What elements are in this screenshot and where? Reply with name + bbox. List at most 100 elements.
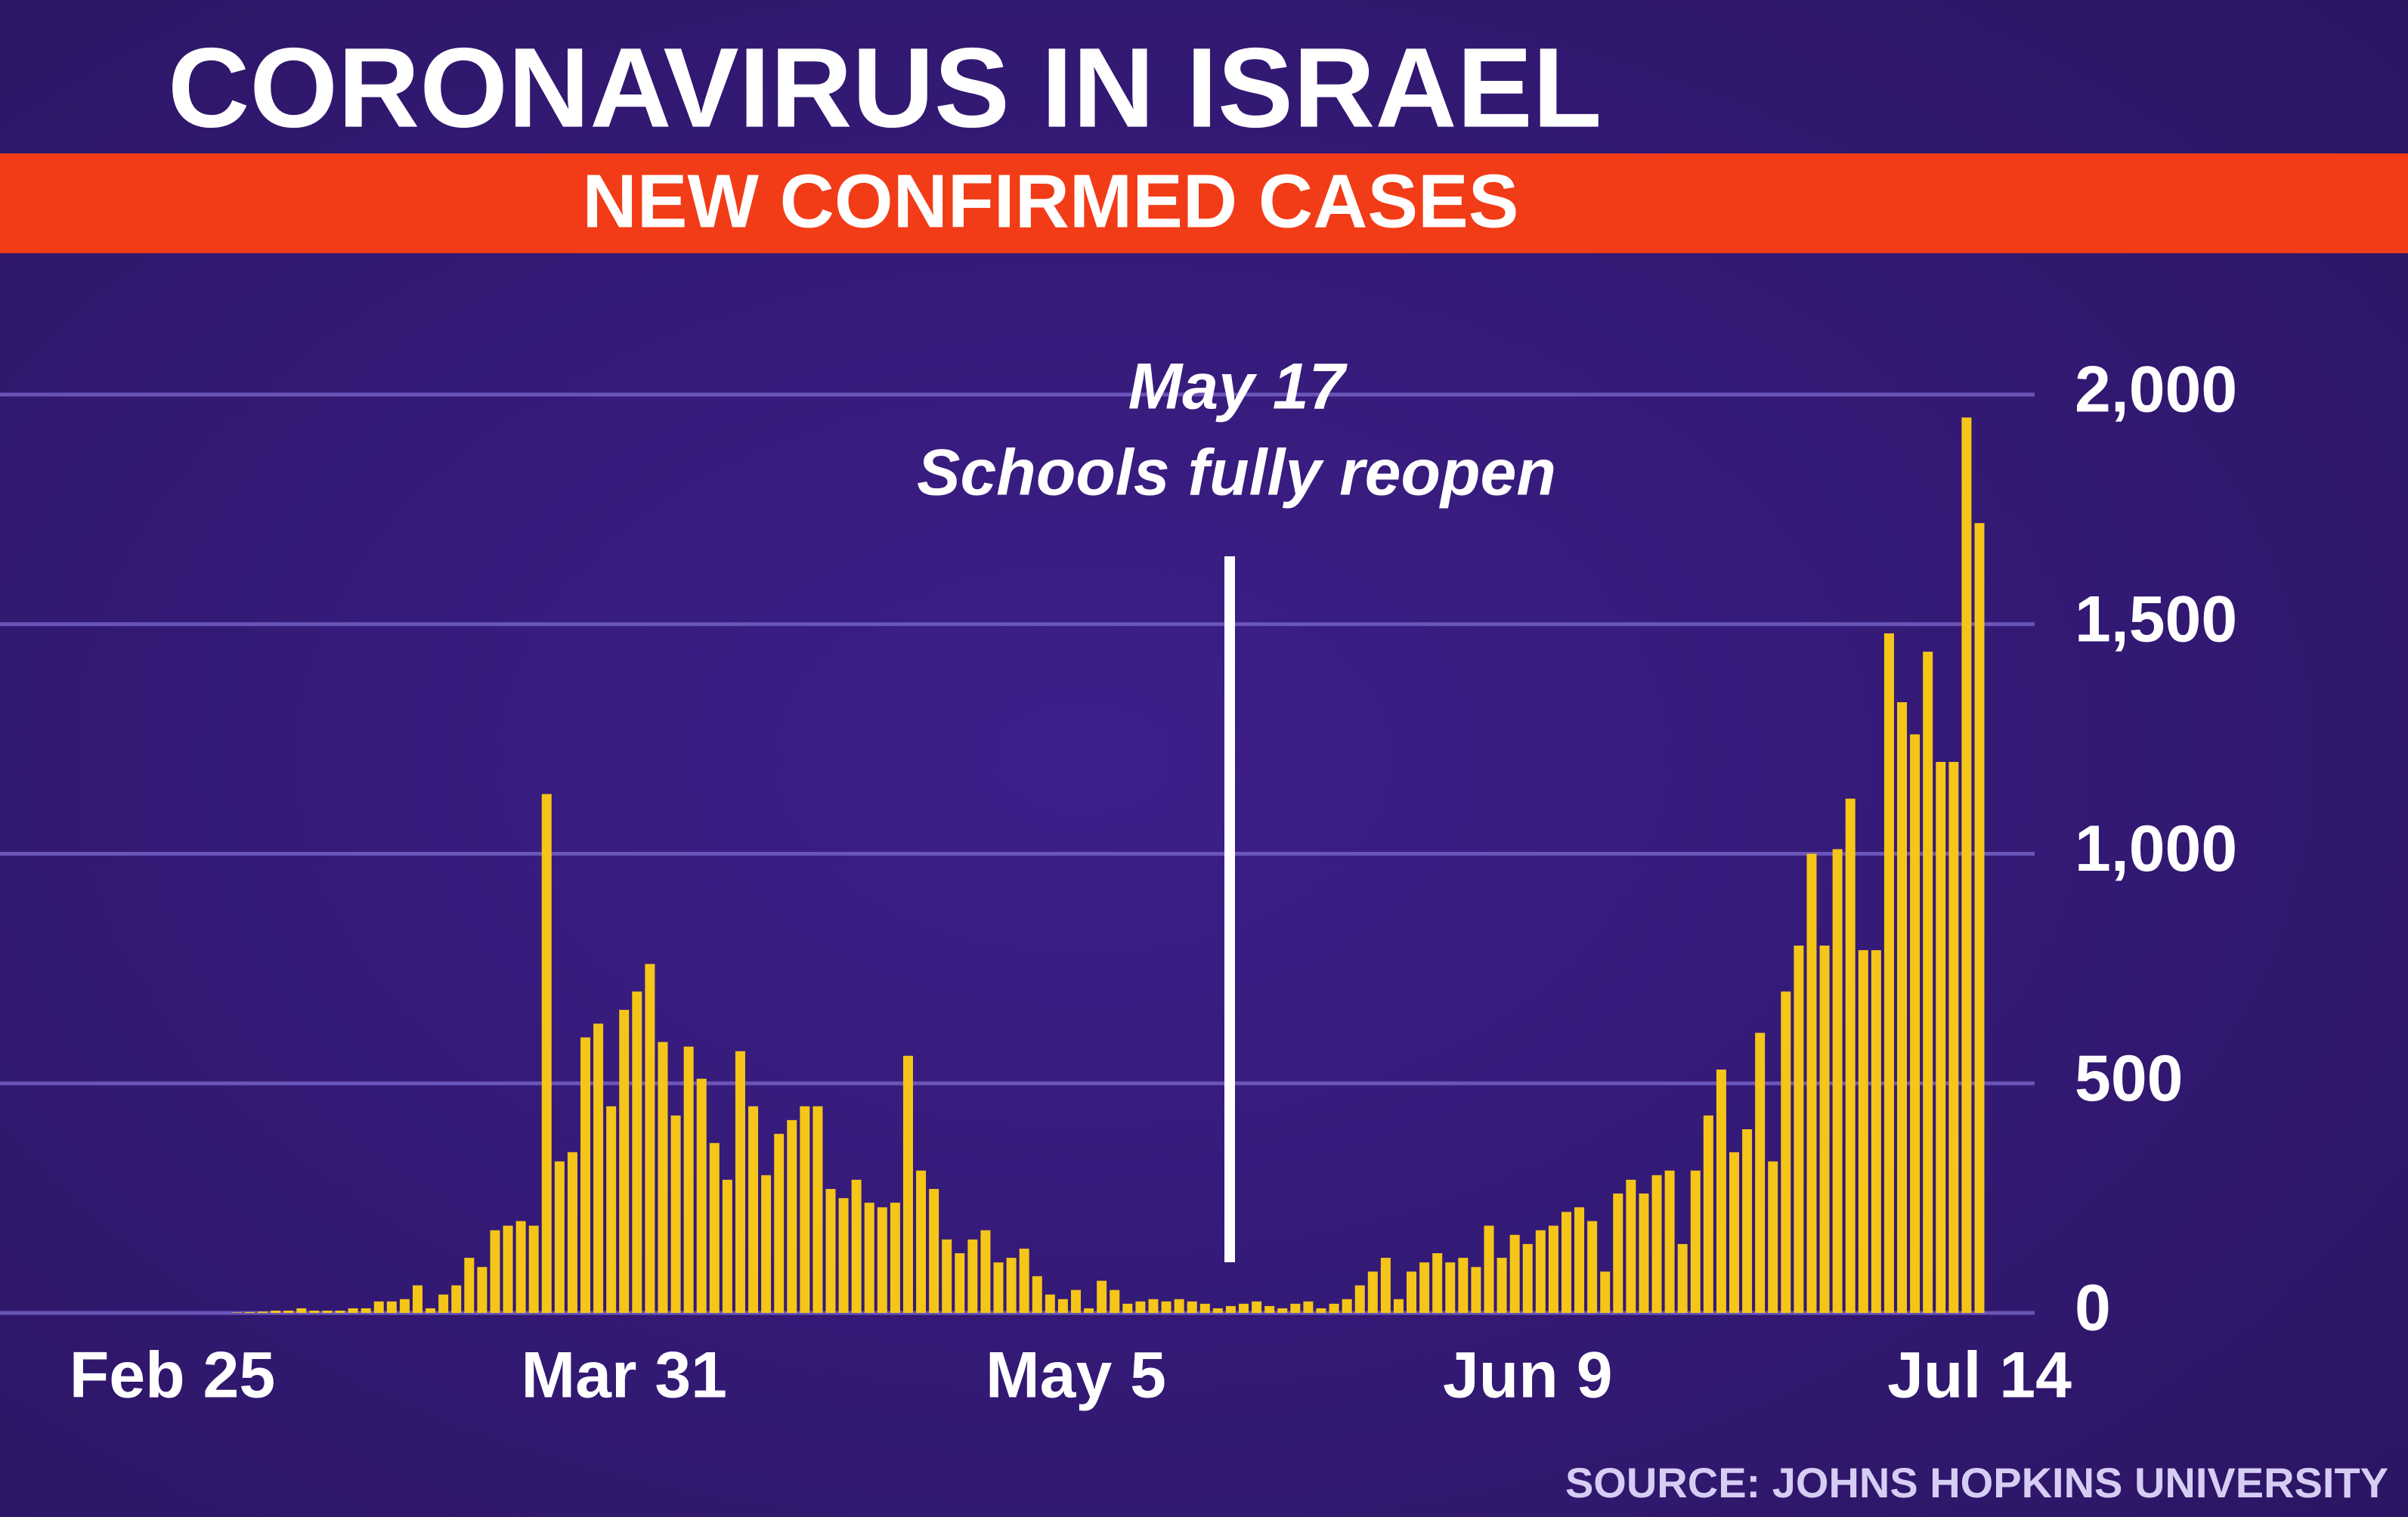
bar bbox=[1613, 1193, 1623, 1313]
bar bbox=[787, 1119, 797, 1313]
bar bbox=[1122, 1303, 1133, 1313]
bar bbox=[1264, 1305, 1275, 1313]
bar bbox=[1212, 1308, 1223, 1313]
bar bbox=[1548, 1225, 1558, 1313]
bar bbox=[812, 1106, 823, 1313]
bar bbox=[1097, 1280, 1107, 1313]
bar bbox=[309, 1310, 320, 1313]
bar bbox=[1703, 1115, 1713, 1313]
x-tick-label: Jul 14 bbox=[1887, 1339, 2072, 1412]
bar bbox=[1664, 1170, 1675, 1313]
bar bbox=[774, 1134, 785, 1313]
title-band bbox=[0, 153, 2408, 253]
bar bbox=[231, 1312, 242, 1313]
bar bbox=[244, 1311, 255, 1313]
bar bbox=[658, 1042, 668, 1313]
x-tick-label: Feb 25 bbox=[70, 1339, 275, 1412]
bar bbox=[722, 1179, 732, 1313]
annotation-text: Schools fully reopen bbox=[917, 437, 1556, 509]
bar bbox=[1845, 798, 1856, 1313]
bar bbox=[1690, 1170, 1701, 1313]
bar bbox=[1019, 1248, 1029, 1313]
bar bbox=[1910, 734, 1921, 1313]
bar bbox=[438, 1294, 449, 1313]
bar bbox=[696, 1079, 707, 1313]
bar bbox=[709, 1143, 720, 1313]
bar bbox=[567, 1152, 577, 1313]
bar bbox=[1057, 1299, 1068, 1313]
bar bbox=[322, 1310, 333, 1313]
bar bbox=[1199, 1303, 1210, 1313]
bar bbox=[735, 1051, 745, 1313]
bar bbox=[670, 1115, 681, 1313]
bar bbox=[1858, 950, 1868, 1313]
bar bbox=[1303, 1301, 1314, 1313]
bar bbox=[426, 1308, 436, 1313]
bar bbox=[967, 1239, 978, 1313]
y-tick-label: 1,500 bbox=[2075, 583, 2237, 655]
bar bbox=[477, 1267, 487, 1313]
bar bbox=[1883, 633, 1894, 1313]
bar bbox=[1729, 1152, 1740, 1313]
bar bbox=[800, 1106, 810, 1313]
bar bbox=[1871, 950, 1881, 1313]
bar bbox=[929, 1188, 939, 1313]
bar bbox=[1651, 1175, 1662, 1313]
bar bbox=[606, 1106, 617, 1313]
chart-subtitle: NEW CONFIRMED CASES bbox=[583, 159, 1519, 243]
bar bbox=[1936, 762, 1946, 1313]
bar bbox=[451, 1285, 462, 1313]
bar bbox=[1496, 1258, 1507, 1313]
bar bbox=[528, 1225, 539, 1313]
bar bbox=[1045, 1294, 1055, 1313]
bar bbox=[1432, 1253, 1443, 1313]
bar bbox=[1367, 1271, 1378, 1313]
bar bbox=[258, 1311, 268, 1313]
bar bbox=[1252, 1301, 1262, 1313]
bar bbox=[1716, 1070, 1726, 1313]
bar bbox=[1742, 1129, 1753, 1313]
bar bbox=[1806, 853, 1817, 1313]
bar bbox=[515, 1221, 526, 1313]
bar bbox=[1587, 1221, 1598, 1313]
bar bbox=[1084, 1308, 1094, 1313]
bar bbox=[1458, 1258, 1469, 1313]
y-tick-label: 1,000 bbox=[2075, 813, 2237, 885]
bar bbox=[683, 1046, 694, 1313]
bar bbox=[503, 1225, 513, 1313]
bar bbox=[825, 1188, 836, 1313]
bar bbox=[980, 1230, 991, 1313]
bar bbox=[593, 1023, 604, 1313]
bar bbox=[942, 1239, 952, 1313]
bar bbox=[851, 1179, 862, 1313]
bar bbox=[1677, 1243, 1688, 1313]
annotation-line bbox=[1224, 556, 1235, 1262]
bar bbox=[554, 1161, 565, 1313]
annotation-date: May 17 bbox=[1128, 351, 1348, 423]
bar bbox=[1522, 1243, 1533, 1313]
bar bbox=[761, 1175, 772, 1313]
bar bbox=[490, 1230, 500, 1313]
bar bbox=[1380, 1258, 1391, 1313]
bar bbox=[1174, 1299, 1184, 1313]
bar bbox=[283, 1310, 294, 1313]
bar bbox=[632, 991, 642, 1313]
bar bbox=[1755, 1032, 1766, 1313]
bar bbox=[1419, 1262, 1430, 1313]
bar bbox=[645, 964, 655, 1313]
bar bbox=[838, 1198, 849, 1313]
bar bbox=[1445, 1262, 1456, 1313]
bar bbox=[1832, 849, 1843, 1313]
bar bbox=[1407, 1271, 1417, 1313]
bar bbox=[271, 1310, 281, 1313]
y-tick-label: 500 bbox=[2075, 1042, 2184, 1115]
bar bbox=[1329, 1303, 1339, 1313]
bar bbox=[1961, 417, 1972, 1313]
bar bbox=[877, 1207, 887, 1313]
bar bbox=[993, 1262, 1004, 1313]
bar bbox=[1819, 946, 1830, 1313]
bar bbox=[1148, 1299, 1159, 1313]
bar bbox=[1768, 1161, 1778, 1313]
bar bbox=[916, 1170, 927, 1313]
